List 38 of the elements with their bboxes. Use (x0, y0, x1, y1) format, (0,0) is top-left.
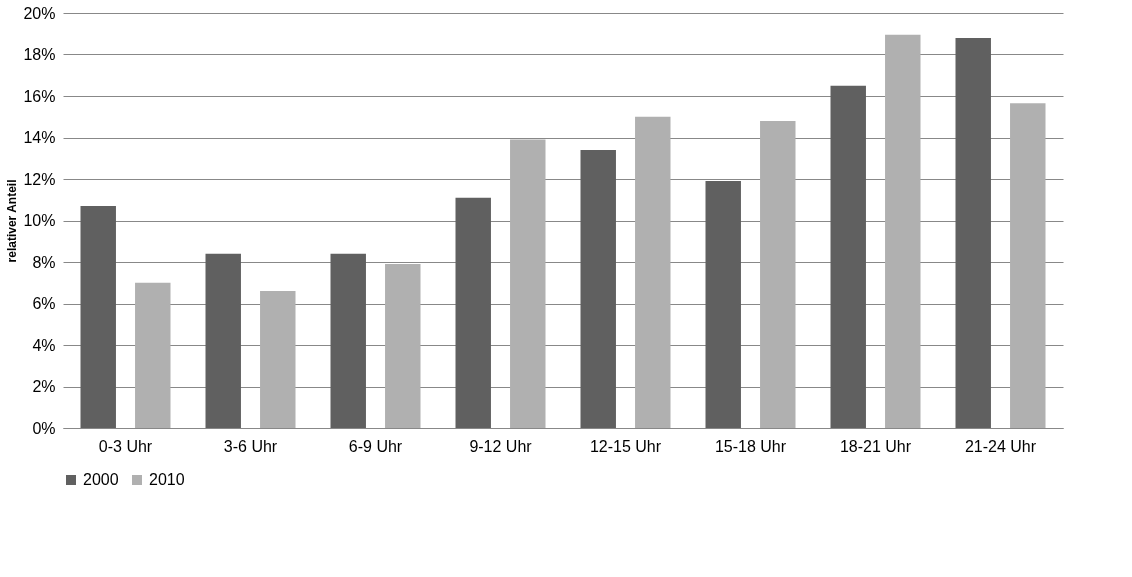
legend-label: 2010 (149, 471, 185, 488)
bar (635, 116, 671, 428)
x-tick-label: 3-6 Uhr (223, 437, 278, 455)
x-tick-label: 18-21 Uhr (839, 437, 912, 455)
bar (830, 85, 866, 428)
x-tick-label: 21-24 Uhr (964, 437, 1037, 455)
x-tick-label: 6-9 Uhr (348, 437, 403, 455)
y-tick-label: 14% (23, 129, 56, 146)
x-tick-label: 12-15 Uhr (589, 437, 662, 455)
bar (385, 264, 421, 428)
x-tick-label: 0-3 Uhr (98, 437, 153, 455)
bar (80, 205, 116, 428)
bar (705, 181, 741, 428)
bar (955, 37, 991, 428)
bar (580, 149, 616, 428)
x-tick-label: 9-12 Uhr (469, 437, 533, 455)
x-tick-label: 15-18 Uhr (714, 437, 787, 455)
bar (1010, 103, 1046, 428)
bar (205, 253, 241, 428)
bar (260, 291, 296, 428)
y-tick-label: 20% (23, 4, 56, 22)
bar (510, 139, 546, 428)
bar (760, 120, 796, 428)
y-tick-label: 2% (32, 378, 56, 395)
legend-label: 2000 (83, 471, 119, 488)
y-tick-label: 12% (23, 170, 56, 188)
bar (135, 282, 171, 428)
y-tick-label: 18% (23, 46, 56, 63)
y-tick-label: 4% (32, 336, 56, 354)
y-axis-title: relativer Anteil (5, 179, 20, 263)
y-tick-label: 8% (32, 253, 56, 271)
bar (330, 253, 366, 428)
y-tick-label: 10% (23, 212, 56, 229)
y-tick-label: 0% (32, 419, 56, 437)
y-tick-label: 16% (23, 87, 56, 105)
bar (885, 34, 921, 428)
y-tick-label: 6% (32, 295, 56, 312)
bar (455, 197, 491, 428)
